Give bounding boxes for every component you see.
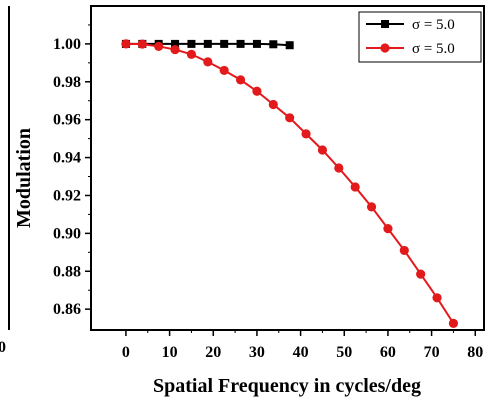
legend-marker [381,20,389,28]
data-point [432,293,442,303]
data-point [317,145,328,155]
data-point [366,202,377,212]
left-panel-tick-label: 0 [0,339,6,356]
y-tick-label: 0.94 [53,150,81,167]
left-panel-fragment: 0 [0,6,10,356]
x-tick-label: 20 [205,344,221,361]
legend-marker [380,43,390,53]
data-point [399,245,409,256]
data-point [171,39,180,48]
x-tick-label: 60 [380,344,396,361]
legend-item: σ = 5.0 [366,41,455,57]
data-point [383,224,393,234]
data-point [203,39,212,48]
data-point [236,39,245,48]
legend-label: σ = 5.0 [412,17,455,33]
legend-box [358,11,482,63]
data-point [285,113,295,123]
x-tick-label: 40 [293,344,309,361]
data-point [137,39,147,49]
y-tick-label: 1.00 [53,36,81,53]
series-2 [121,39,459,328]
data-point [268,99,278,110]
legend-label: σ = 5.0 [412,41,455,57]
x-tick-label: 70 [424,344,440,361]
data-point [350,182,360,192]
series-line [125,42,455,324]
data-point [334,163,344,173]
x-axis-title: Spatial Frequency in cycles/deg [153,375,421,397]
x-tick-label: 10 [162,344,178,361]
data-point [170,44,180,55]
data-point [203,57,213,67]
legend: σ = 5.0 σ = 5.0 [358,11,482,63]
x-tick-label: 0 [122,344,130,361]
data-point [269,40,278,49]
data-point [285,41,294,50]
data-point [235,75,246,85]
y-tick-label: 0.86 [53,301,81,318]
axis-ticks [85,24,477,336]
data-point [220,39,229,48]
y-tick-label: 0.98 [53,74,81,91]
data-point [186,49,197,59]
axis-tick-labels: 0 10 20 30 40 50 60 70 80 0.86 0.88 0.90 0.92 0.94 0.9… [53,36,483,361]
x-tick-label: 30 [249,344,265,361]
data-point [154,41,164,51]
x-tick-label: 80 [467,344,483,361]
data-point [252,39,261,48]
data-point [416,269,426,279]
y-tick-label: 0.90 [53,225,81,242]
legend-item: σ = 5.0 [366,17,455,33]
series-layer [121,39,459,328]
y-tick-label: 0.92 [53,187,81,204]
y-tick-label: 0.88 [53,263,81,280]
data-point [187,39,196,48]
data-point [252,86,262,96]
y-axis-title: Modulation [13,128,35,228]
data-point [219,65,229,76]
x-tick-label: 50 [336,344,352,361]
y-tick-label: 0.96 [53,112,81,129]
data-point [301,129,311,139]
plot-frame [90,5,485,331]
data-point [121,39,131,49]
data-point [448,318,459,328]
